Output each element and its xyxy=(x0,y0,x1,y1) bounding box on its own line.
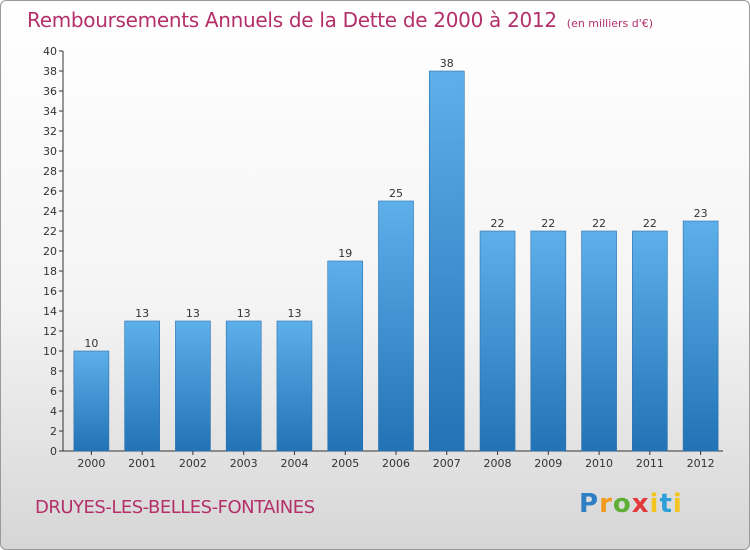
commune-name: DRUYES-LES-BELLES-FONTAINES xyxy=(35,497,315,518)
y-tick-label: 18 xyxy=(43,265,57,278)
x-tick-label: 2010 xyxy=(585,457,613,470)
chart-title: Remboursements Annuels de la Dette de 20… xyxy=(27,8,653,32)
y-tick-label: 6 xyxy=(50,385,57,398)
data-label: 25 xyxy=(389,187,403,200)
y-tick-label: 34 xyxy=(43,105,57,118)
y-tick-label: 28 xyxy=(43,165,57,178)
bar xyxy=(530,230,567,452)
proxiti-logo: Proxiti xyxy=(579,489,683,519)
y-tick-label: 26 xyxy=(43,185,57,198)
bar xyxy=(175,320,211,452)
data-label: 38 xyxy=(440,57,454,70)
data-label: 23 xyxy=(694,207,708,220)
y-tick-label: 0 xyxy=(50,445,57,458)
y-tick-label: 38 xyxy=(43,65,57,78)
y-tick-label: 12 xyxy=(43,325,57,338)
bar xyxy=(428,70,465,452)
x-tick-label: 2004 xyxy=(280,457,308,470)
x-tick-label: 2001 xyxy=(128,457,156,470)
bar xyxy=(581,230,617,452)
bar xyxy=(682,220,719,452)
x-tick-label: 2003 xyxy=(230,457,258,470)
bar xyxy=(327,260,364,452)
data-label: 13 xyxy=(287,307,301,320)
y-tick-label: 36 xyxy=(43,85,57,98)
y-tick-label: 22 xyxy=(43,225,57,238)
y-tick-label: 16 xyxy=(43,285,57,298)
bar xyxy=(73,350,110,452)
data-label: 22 xyxy=(491,217,505,230)
data-label: 10 xyxy=(84,337,98,350)
x-tick-label: 2000 xyxy=(77,457,105,470)
bar xyxy=(276,320,313,452)
y-tick-label: 4 xyxy=(50,405,57,418)
data-label: 13 xyxy=(237,307,251,320)
data-label: 22 xyxy=(643,217,657,230)
chart-subtitle: (en milliers d'€) xyxy=(566,17,654,30)
bar xyxy=(632,230,668,452)
data-label: 22 xyxy=(541,217,555,230)
y-tick-label: 30 xyxy=(43,145,57,158)
y-tick-label: 40 xyxy=(43,45,57,58)
y-tick-label: 2 xyxy=(50,425,57,438)
y-tick-label: 20 xyxy=(43,245,57,258)
y-tick-label: 8 xyxy=(50,365,57,378)
y-tick-label: 24 xyxy=(43,205,57,218)
x-tick-label: 2009 xyxy=(534,457,562,470)
bar xyxy=(479,230,516,452)
data-label: 13 xyxy=(135,307,149,320)
data-label: 13 xyxy=(186,307,200,320)
bar xyxy=(378,200,414,452)
chart-title-text: Remboursements Annuels de la Dette de 20… xyxy=(27,8,557,32)
data-label: 22 xyxy=(592,217,606,230)
x-tick-label: 2002 xyxy=(179,457,207,470)
y-tick-label: 14 xyxy=(43,305,57,318)
y-tick-label: 32 xyxy=(43,125,57,138)
x-tick-label: 2012 xyxy=(687,457,715,470)
x-tick-label: 2008 xyxy=(484,457,512,470)
x-tick-label: 2005 xyxy=(331,457,359,470)
x-tick-label: 2006 xyxy=(382,457,410,470)
bar xyxy=(124,320,160,452)
bar xyxy=(225,320,262,452)
x-tick-label: 2007 xyxy=(433,457,461,470)
data-label: 19 xyxy=(338,247,352,260)
y-tick-label: 10 xyxy=(43,345,57,358)
x-tick-label: 2011 xyxy=(636,457,664,470)
